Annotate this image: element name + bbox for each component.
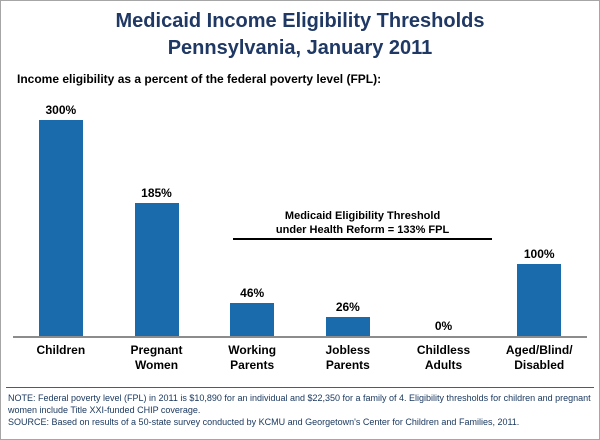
title-line-2: Pennsylvania, January 2011 xyxy=(167,37,433,59)
category-label: Working Parents xyxy=(228,343,277,372)
title-line-1: Medicaid Income Eligibility Thresholds xyxy=(115,10,485,32)
bar xyxy=(517,264,562,336)
bar xyxy=(325,317,370,336)
bar-column: 300% xyxy=(13,98,109,336)
bar xyxy=(134,202,179,336)
plot-area: Medicaid Eligibility Threshold under Hea… xyxy=(13,98,587,338)
bar xyxy=(230,302,275,336)
bar xyxy=(38,120,83,336)
bar-value-label: 100% xyxy=(523,247,555,261)
chart-subtitle: Income eligibility as a percent of the f… xyxy=(17,72,382,86)
category-label: Jobless Parents xyxy=(325,343,371,372)
category-label: Aged/Blind/Disabled xyxy=(505,343,573,372)
bar-column: 100% xyxy=(491,98,587,336)
footnotes: NOTE: Federal poverty level (FPL) in 201… xyxy=(6,387,594,428)
bar-column: 46% xyxy=(204,98,300,336)
threshold-line xyxy=(233,238,492,241)
threshold-annotation-line-2: under Health Reform = 133% FPL xyxy=(275,223,450,236)
category-axis: Children Pregnant Women Working Parents Joble… xyxy=(13,343,587,375)
threshold-annotation-line-1: Medicaid Eligibility Threshold xyxy=(284,209,441,222)
bar-column: 0% xyxy=(396,98,492,336)
category-label: Childless Adults xyxy=(416,343,471,372)
page-title: Medicaid Income Eligibility Thresholds P… xyxy=(1,1,599,62)
bar-column: 26% xyxy=(300,98,396,336)
bar-value-label: 26% xyxy=(335,300,360,315)
source-text: SOURCE: Based on results of a 50-state s… xyxy=(8,417,520,428)
bar-column: 185% xyxy=(109,98,205,336)
bar-value-label: 46% xyxy=(240,285,265,300)
note-text: NOTE: Federal poverty level (FPL) in 201… xyxy=(8,393,591,416)
bar-value-label: 185% xyxy=(141,185,172,200)
bar-chart: Medicaid Eligibility Threshold under Hea… xyxy=(13,98,587,375)
bar-value-label: 300% xyxy=(45,103,77,117)
category-label: Pregnant Women xyxy=(130,343,183,372)
threshold-annotation: Medicaid Eligibility Threshold under Hea… xyxy=(233,209,491,238)
bar-value-label: 0% xyxy=(434,319,453,333)
category-label: Children xyxy=(36,343,86,357)
